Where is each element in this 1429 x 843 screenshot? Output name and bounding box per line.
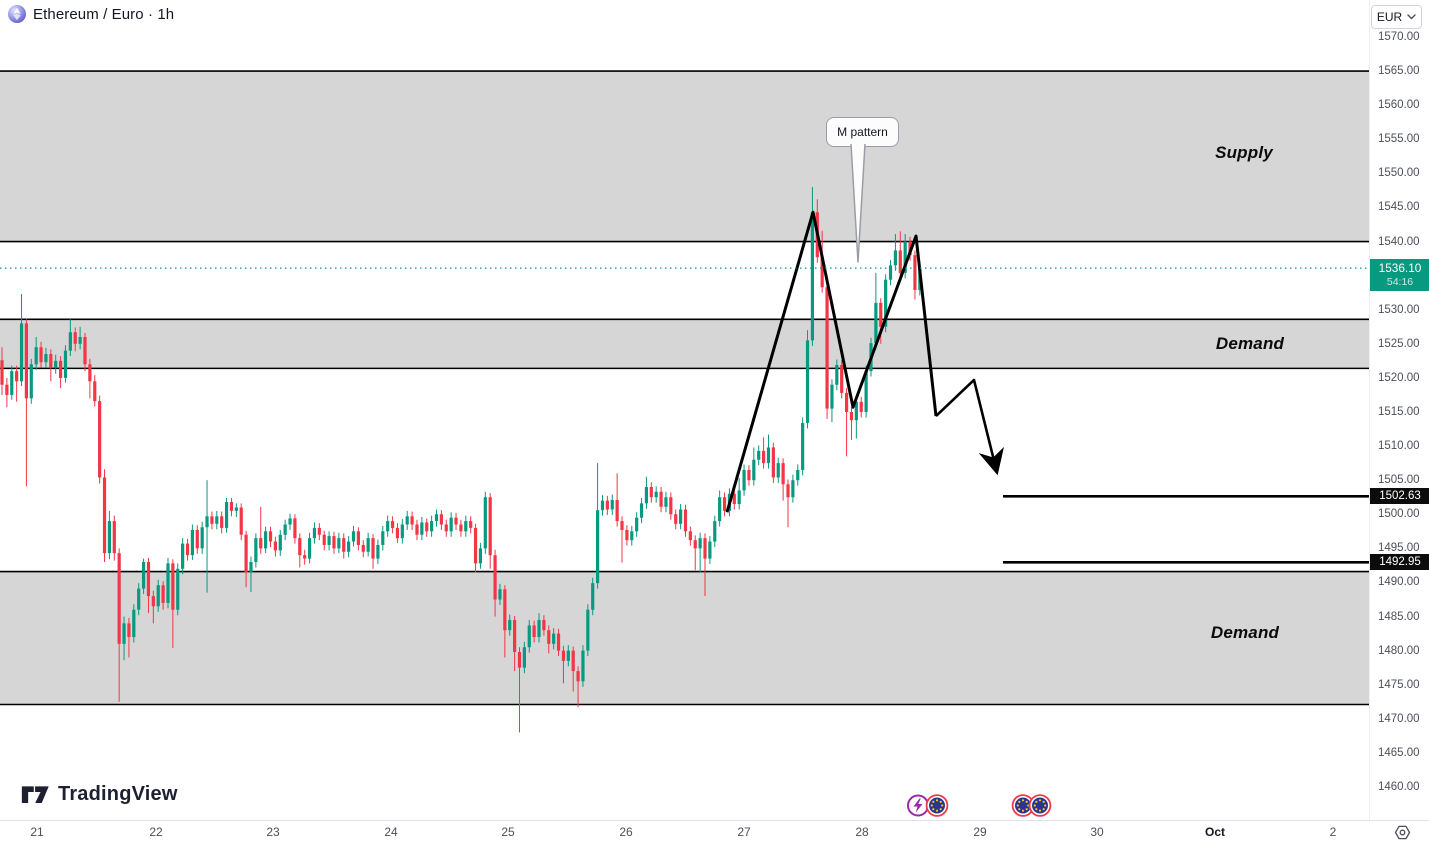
axis-settings-icon[interactable] bbox=[1394, 824, 1411, 841]
supply-zone-label: Supply bbox=[1215, 143, 1273, 162]
time-tick-label: 26 bbox=[619, 825, 633, 839]
demand-lower-zone-label: Demand bbox=[1210, 623, 1280, 642]
chevron-down-icon bbox=[1407, 14, 1416, 20]
time-tick-label: 30 bbox=[1090, 825, 1104, 839]
time-tick-label: Oct bbox=[1204, 825, 1226, 839]
economic-event-group[interactable] bbox=[1011, 793, 1057, 818]
price-tick-label: 1465.00 bbox=[1378, 746, 1420, 759]
ethereum-icon bbox=[8, 5, 26, 23]
current-price-value: 1536.10 bbox=[1378, 261, 1422, 276]
time-tick-label: 23 bbox=[266, 825, 280, 839]
time-tick-label: 27 bbox=[737, 825, 751, 839]
price-axis[interactable]: 1570.00 1565.00 1560.00 1555.00 1550.00 1545.… bbox=[1369, 0, 1429, 820]
price-tick-label: 1470.00 bbox=[1378, 712, 1420, 725]
price-tick-label: 1530.00 bbox=[1378, 303, 1420, 316]
price-tick-label: 1485.00 bbox=[1378, 610, 1420, 623]
currency-label: EUR bbox=[1376, 10, 1403, 24]
economic-event-group[interactable] bbox=[906, 793, 952, 818]
price-tick-label: 1525.00 bbox=[1378, 337, 1420, 350]
price-tick-label: 1550.00 bbox=[1378, 167, 1420, 180]
time-tick-label: 28 bbox=[855, 825, 869, 839]
symbol-header[interactable]: Ethereum / Euro · 1h bbox=[8, 5, 174, 23]
time-tick-label: 21 bbox=[30, 825, 44, 839]
price-tick-label: 1570.00 bbox=[1378, 31, 1420, 43]
current-price-badge: 1536.10 54:16 bbox=[1370, 259, 1429, 292]
price-tick-label: 1500.00 bbox=[1378, 508, 1420, 521]
price-tick-label: 1510.00 bbox=[1378, 440, 1420, 453]
tradingview-brand-text: TradingView bbox=[58, 783, 178, 805]
time-tick-label: 24 bbox=[384, 825, 398, 839]
price-tick-label: 1505.00 bbox=[1378, 474, 1420, 487]
price-tick-label: 1475.00 bbox=[1378, 678, 1420, 691]
chart-area[interactable]: Supply Demand Demand M pattern TradingVi… bbox=[0, 0, 1369, 820]
time-tick-label: 2 bbox=[1329, 825, 1337, 839]
price-tick-label: 1560.00 bbox=[1378, 99, 1420, 112]
price-tick-label: 1555.00 bbox=[1378, 133, 1420, 146]
price-tick-label: 1545.00 bbox=[1378, 201, 1420, 214]
time-tick-label: 22 bbox=[149, 825, 163, 839]
price-tick-label: 1540.00 bbox=[1378, 235, 1420, 248]
symbol-title[interactable]: Ethereum / Euro · 1h bbox=[33, 5, 175, 23]
demand-upper-zone-label: Demand bbox=[1215, 334, 1285, 353]
bar-countdown: 54:16 bbox=[1386, 275, 1414, 288]
time-axis[interactable]: 21 22 23 24 25 26 27 28 29 30 Oct 2 bbox=[0, 820, 1429, 843]
price-tick-label: 1520.00 bbox=[1378, 371, 1420, 384]
m-pattern-callout-tail bbox=[850, 143, 866, 263]
price-tick-label: 1565.00 bbox=[1378, 65, 1420, 78]
time-tick-label: 25 bbox=[501, 825, 515, 839]
eu-flag-icon[interactable] bbox=[1028, 794, 1052, 817]
price-level-badge: 1492.95 bbox=[1370, 554, 1429, 571]
time-tick-label: 29 bbox=[973, 825, 987, 839]
price-tick-label: 1490.00 bbox=[1378, 576, 1420, 589]
tradingview-watermark: TradingView bbox=[21, 783, 178, 806]
economic-event-icon[interactable] bbox=[907, 794, 929, 817]
eu-flag-icon[interactable] bbox=[925, 794, 949, 817]
price-tick-label: 1515.00 bbox=[1378, 406, 1420, 418]
currency-selector-button[interactable]: EUR bbox=[1371, 5, 1422, 29]
price-tick-label: 1495.00 bbox=[1378, 542, 1420, 555]
price-level-badge: 1502.63 bbox=[1370, 488, 1429, 505]
m-pattern-callout-text: M pattern bbox=[837, 125, 888, 139]
price-tick-label: 1460.00 bbox=[1378, 781, 1420, 793]
price-tick-label: 1480.00 bbox=[1378, 644, 1420, 657]
candlestick-chart bbox=[0, 70, 1369, 733]
tradingview-logo bbox=[21, 786, 49, 804]
